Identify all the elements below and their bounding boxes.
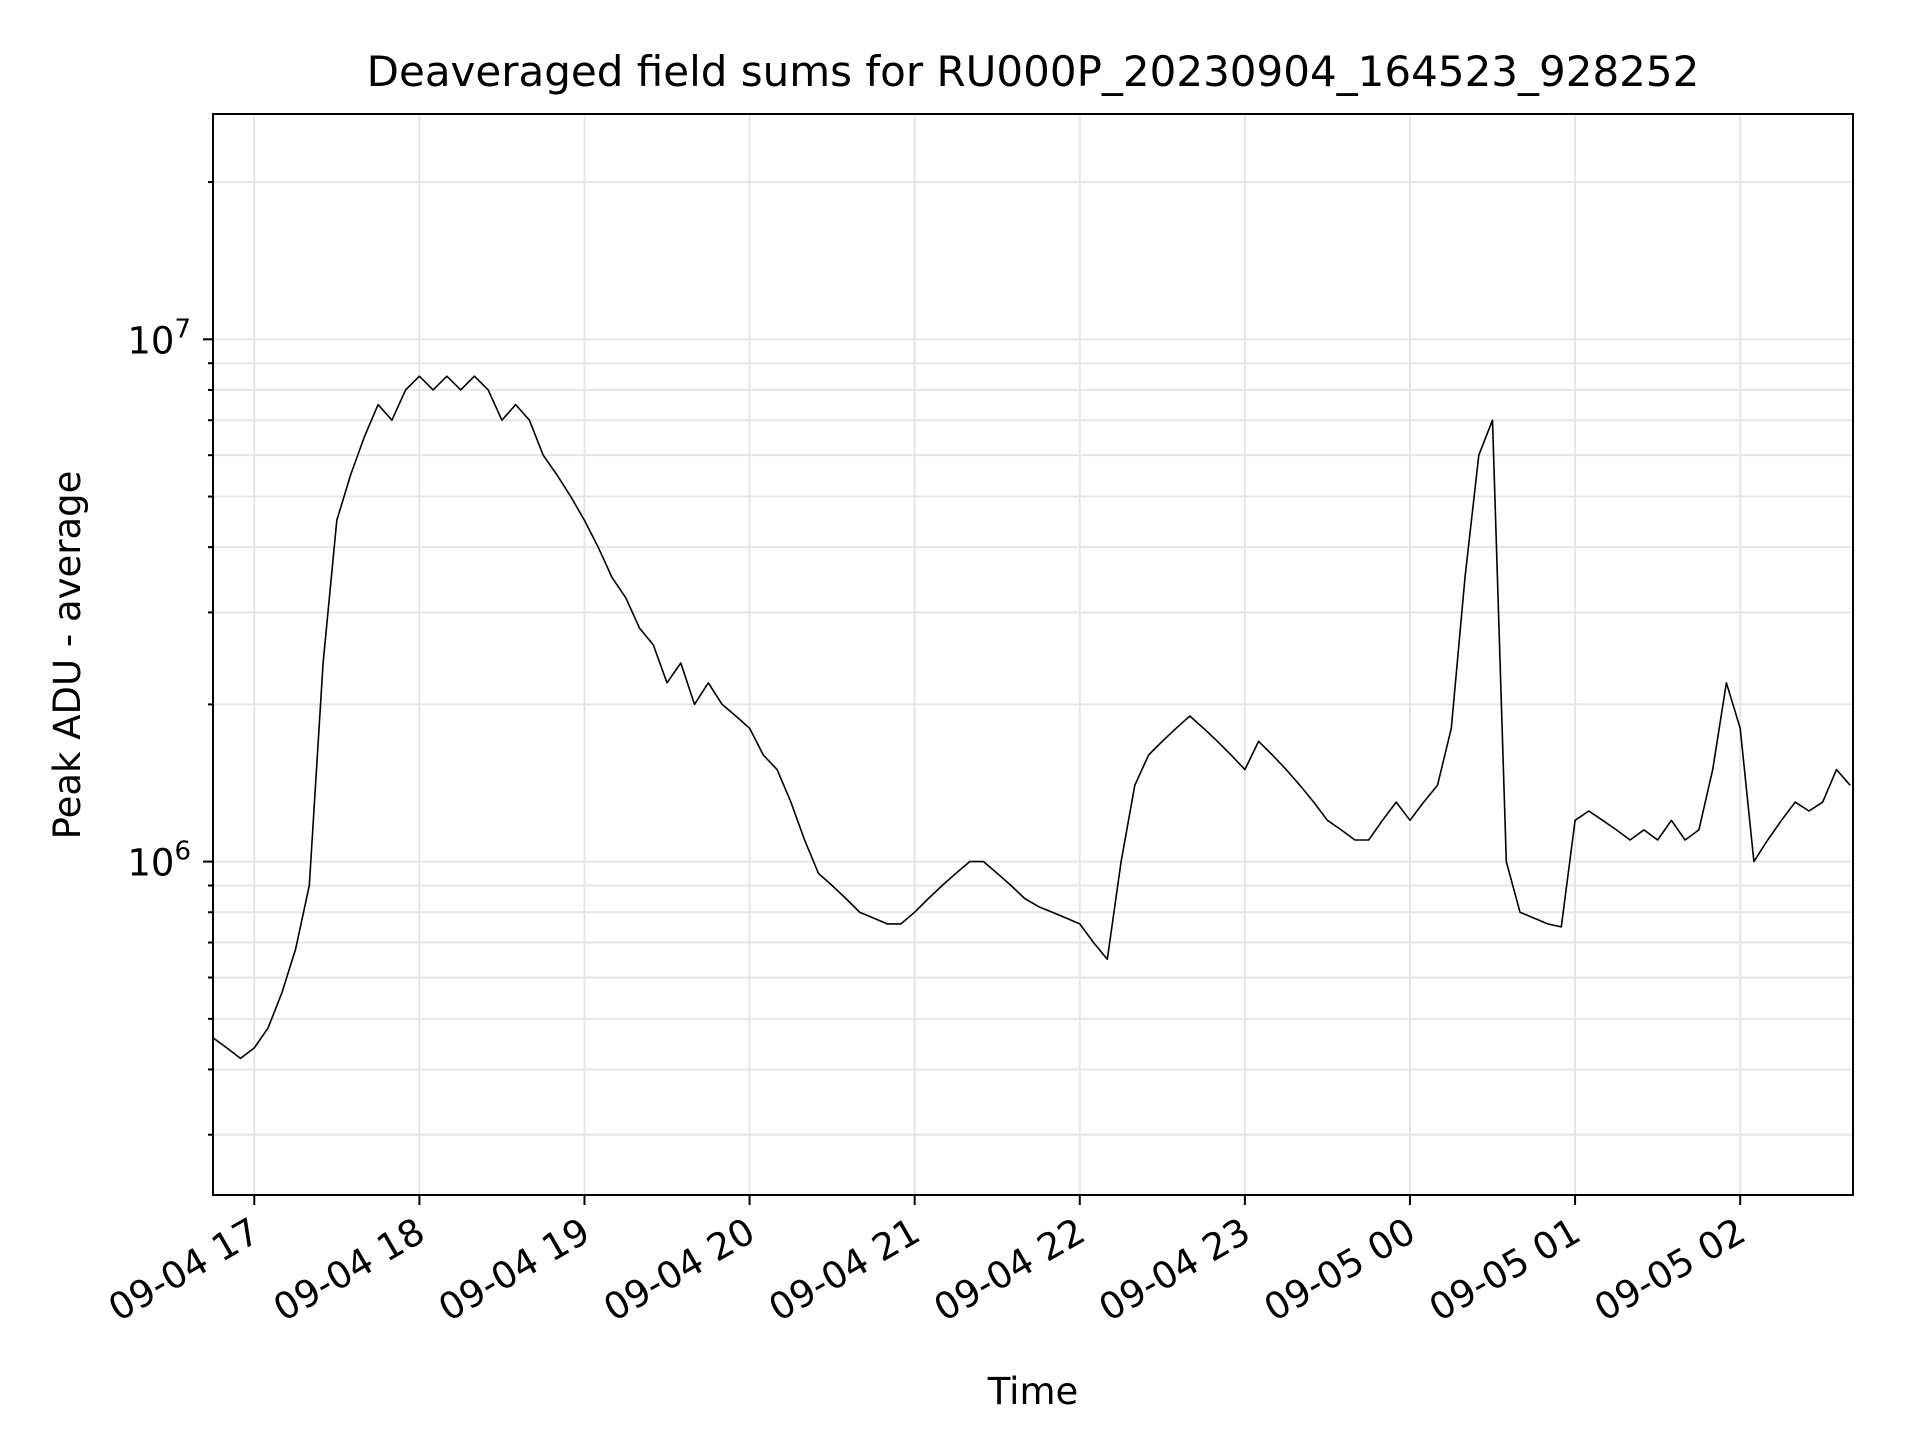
y-tick-label-exponent: 7 <box>174 314 191 344</box>
y-tick-label: 106 <box>127 837 191 885</box>
y-tick-label-base: 10 <box>127 319 174 362</box>
y-tick-label-base: 10 <box>127 842 174 885</box>
series-line <box>212 375 1851 1060</box>
x-tick-label: 09-05 00 <box>1257 1210 1423 1330</box>
x-tick-label: 09-04 20 <box>597 1210 763 1330</box>
x-tick-label: 09-05 02 <box>1587 1210 1753 1330</box>
y-tick-label: 107 <box>127 314 191 362</box>
plot-frame <box>212 113 1854 1196</box>
x-tick-label: 09-04 21 <box>762 1210 928 1330</box>
x-tick-label: 09-05 01 <box>1422 1210 1588 1330</box>
chart-title: Deaveraged field sums for RU000P_2023090… <box>367 47 1700 96</box>
x-tick-label: 09-04 19 <box>431 1210 597 1330</box>
y-tick-label-exponent: 6 <box>174 837 191 867</box>
x-tick-label: 09-04 23 <box>1092 1210 1258 1330</box>
grid-layer <box>213 114 1853 1195</box>
x-tick-label: 09-04 18 <box>266 1210 432 1330</box>
y-axis-label: Peak ADU - average <box>46 471 89 840</box>
x-tick-label: 09-04 22 <box>927 1210 1093 1330</box>
series-layer <box>212 375 1851 1060</box>
x-tick-label: 09-04 17 <box>101 1210 267 1330</box>
x-axis-label: Time <box>987 1370 1079 1413</box>
